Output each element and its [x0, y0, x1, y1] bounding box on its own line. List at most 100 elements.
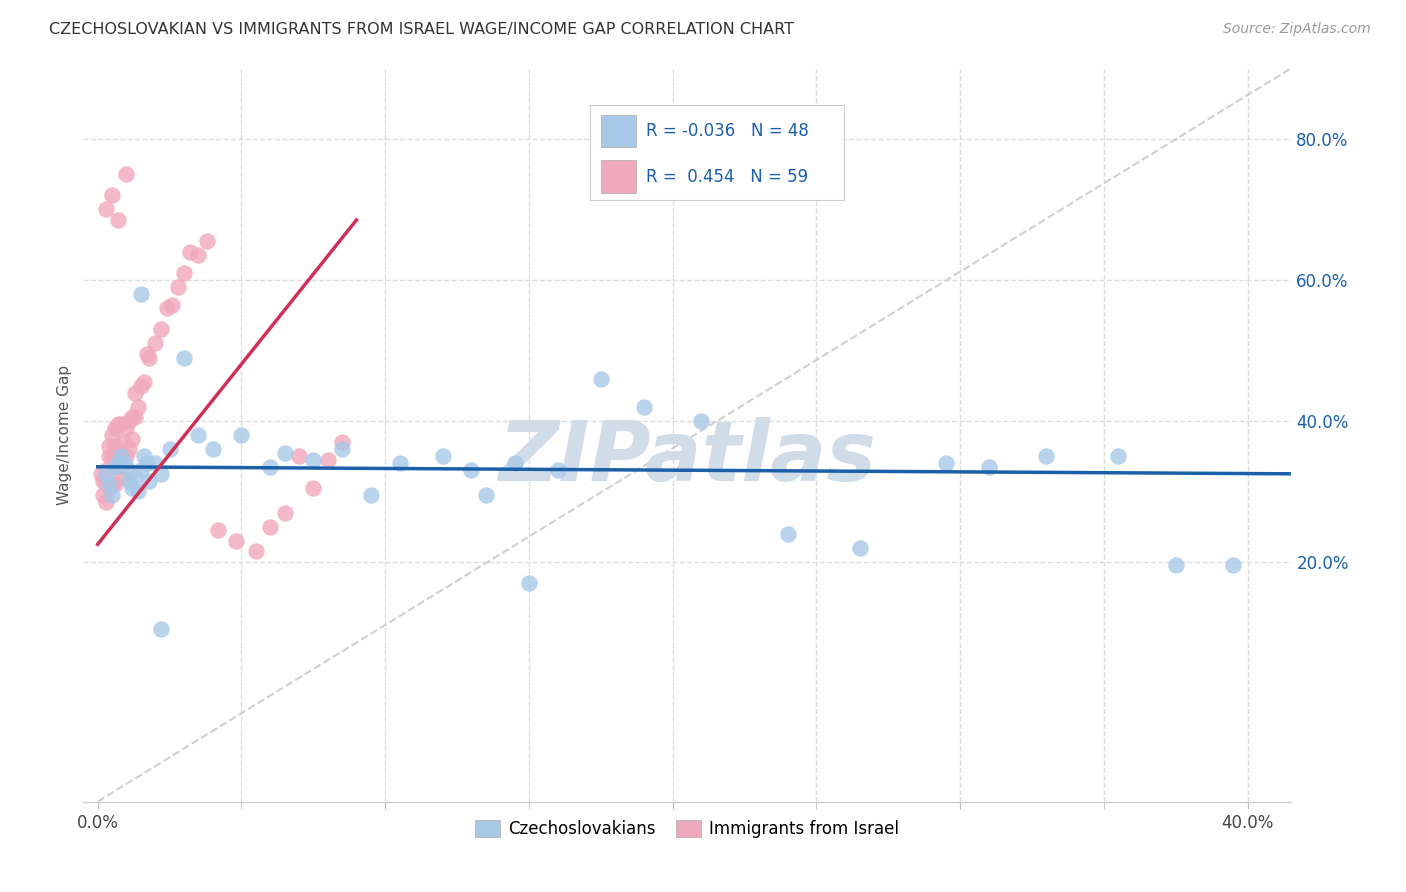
Point	[288, 449, 311, 463]
Point	[302, 452, 325, 467]
Point	[1035, 449, 1057, 463]
Point	[107, 456, 129, 470]
Point	[98, 439, 121, 453]
Point	[96, 463, 118, 477]
Point	[273, 506, 295, 520]
Point	[690, 414, 713, 428]
Point	[104, 459, 127, 474]
Point	[129, 378, 152, 392]
Point	[135, 347, 157, 361]
Point	[107, 459, 129, 474]
Point	[167, 280, 190, 294]
Point	[475, 488, 498, 502]
Point	[121, 432, 143, 446]
Point	[432, 449, 454, 463]
Point	[589, 372, 612, 386]
Point	[201, 442, 224, 457]
Point	[101, 488, 124, 502]
Point	[187, 248, 209, 262]
Point	[115, 167, 138, 181]
Point	[96, 202, 118, 217]
Point	[98, 481, 121, 495]
Point	[112, 435, 135, 450]
Point	[1164, 558, 1187, 573]
Point	[121, 481, 143, 495]
Point	[129, 287, 152, 301]
Point	[96, 495, 118, 509]
Point	[138, 474, 160, 488]
Point	[132, 375, 155, 389]
Point	[115, 459, 138, 474]
Point	[633, 400, 655, 414]
Legend: Czechoslovakians, Immigrants from Israel: Czechoslovakians, Immigrants from Israel	[468, 813, 905, 845]
Point	[101, 449, 124, 463]
Point	[330, 435, 353, 450]
Point	[90, 467, 112, 481]
Point	[96, 467, 118, 481]
Point	[1222, 558, 1244, 573]
Point	[124, 470, 146, 484]
Point	[143, 336, 166, 351]
Point	[156, 301, 179, 315]
Point	[159, 442, 181, 457]
Text: Source: ZipAtlas.com: Source: ZipAtlas.com	[1223, 22, 1371, 37]
Point	[302, 481, 325, 495]
Point	[225, 533, 247, 548]
Point	[129, 463, 152, 477]
Point	[124, 410, 146, 425]
Point	[360, 488, 382, 502]
Point	[93, 474, 115, 488]
Point	[98, 449, 121, 463]
Point	[104, 477, 127, 491]
Point	[112, 456, 135, 470]
Text: CZECHOSLOVAKIAN VS IMMIGRANTS FROM ISRAEL WAGE/INCOME GAP CORRELATION CHART: CZECHOSLOVAKIAN VS IMMIGRANTS FROM ISRAE…	[49, 22, 794, 37]
Point	[388, 456, 411, 470]
Point	[231, 428, 253, 442]
Point	[138, 351, 160, 365]
Point	[460, 463, 482, 477]
Y-axis label: Wage/Income Gap: Wage/Income Gap	[58, 365, 72, 505]
Point	[98, 477, 121, 491]
Point	[245, 544, 267, 558]
Point	[118, 442, 141, 457]
Point	[149, 622, 172, 636]
Point	[96, 477, 118, 491]
Point	[101, 428, 124, 442]
Point	[127, 484, 149, 499]
Point	[187, 428, 209, 442]
Point	[107, 417, 129, 432]
Point	[179, 244, 201, 259]
Point	[162, 298, 184, 312]
Point	[316, 452, 339, 467]
Point	[149, 467, 172, 481]
Point	[935, 456, 957, 470]
Point	[195, 234, 218, 248]
Point	[112, 456, 135, 470]
Point	[259, 459, 281, 474]
Point	[93, 488, 115, 502]
Point	[104, 439, 127, 453]
Point	[104, 452, 127, 467]
Point	[1107, 449, 1129, 463]
Point	[121, 410, 143, 425]
Point	[503, 456, 526, 470]
Point	[776, 526, 799, 541]
Point	[273, 445, 295, 459]
Point	[547, 463, 569, 477]
Point	[110, 470, 132, 484]
Point	[259, 519, 281, 533]
Point	[132, 449, 155, 463]
Point	[207, 523, 229, 537]
Point	[115, 421, 138, 435]
Point	[173, 266, 195, 280]
Point	[143, 456, 166, 470]
Point	[135, 456, 157, 470]
Point	[118, 474, 141, 488]
Point	[977, 459, 1000, 474]
Point	[115, 449, 138, 463]
Point	[848, 541, 870, 555]
Point	[127, 400, 149, 414]
Point	[124, 385, 146, 400]
Point	[110, 449, 132, 463]
Point	[517, 576, 540, 591]
